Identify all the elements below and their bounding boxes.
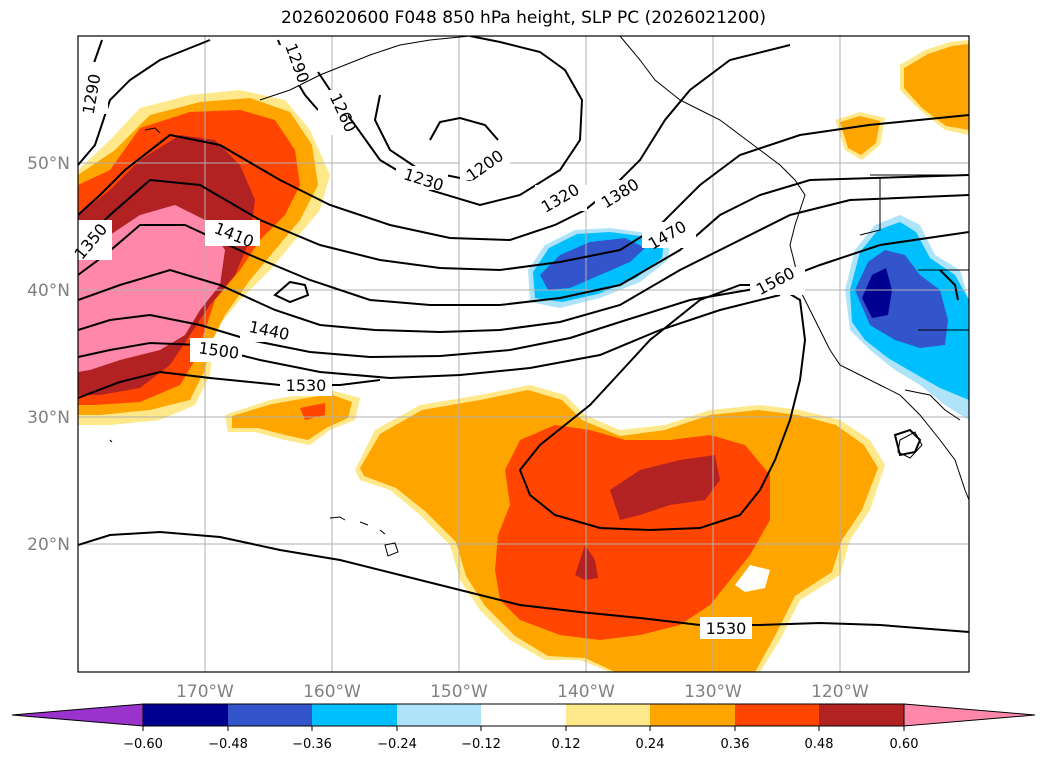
anomaly-ca-neg4 — [862, 268, 892, 318]
map-title: 2026020600 F048 850 hPa height, SLP PC (… — [281, 8, 766, 28]
lon-label: 120°W — [811, 682, 869, 702]
colorbar-segment — [650, 704, 735, 726]
lon-label: 130°W — [684, 682, 742, 702]
colorbar-segment — [397, 704, 481, 726]
lon-label: 170°W — [176, 682, 234, 702]
contour-labels: 1290 1290 1260 1230 1200 1320 1380 1470 … — [70, 41, 805, 639]
contour-label: 1530 — [286, 376, 327, 395]
lat-label: 40°N — [27, 281, 70, 301]
colorbar-tick-label: 0.48 — [805, 737, 834, 752]
longitude-labels: 170°W 160°W 150°W 140°W 130°W 120°W — [176, 682, 869, 702]
anomaly-mid-pos3 — [300, 403, 325, 420]
anomaly-south-hole — [735, 565, 770, 592]
colorbar-segment — [143, 704, 228, 726]
colorbar-segment — [735, 704, 819, 726]
colorbar-tick-label: −0.12 — [461, 737, 501, 752]
colorbar-tick-label: 0.12 — [552, 737, 581, 752]
lon-label: 150°W — [430, 682, 488, 702]
shading-layer — [78, 40, 969, 672]
lat-label: 50°N — [27, 154, 70, 174]
colorbar-tick-label: −0.60 — [123, 737, 163, 752]
colorbar: −0.60 −0.48 −0.36 −0.24 −0.12 0.12 0.24 … — [11, 703, 1036, 752]
latitude-labels: 50°N 40°N 30°N 20°N — [27, 154, 70, 555]
colorbar-tick-label: 0.24 — [636, 737, 665, 752]
colorbar-frame — [142, 703, 905, 727]
anomaly-south-pos4 — [610, 455, 720, 520]
colorbar-segment — [819, 704, 904, 726]
colorbar-tick-label: −0.36 — [292, 737, 332, 752]
colorbar-segment — [566, 704, 650, 726]
contour-label: 1530 — [706, 619, 747, 638]
colorbar-segment — [228, 704, 312, 726]
lat-label: 30°N — [27, 408, 70, 428]
colorbar-tick-label: −0.48 — [208, 737, 248, 752]
lon-label: 140°W — [557, 682, 615, 702]
colorbar-tick-label: 0.36 — [721, 737, 750, 752]
colorbar-segment — [312, 704, 397, 726]
colorbar-extension-left — [11, 703, 144, 727]
colorbar-tick-label: −0.24 — [377, 737, 417, 752]
anomaly-ne-pos2 — [904, 44, 969, 130]
colorbar-tick-label: 0.60 — [890, 737, 919, 752]
colorbar-segment — [481, 704, 566, 726]
colorbar-extension-right — [903, 703, 1036, 727]
plot-frame — [77, 35, 970, 673]
lat-label: 20°N — [27, 535, 70, 555]
colorbar-ticks — [142, 726, 905, 731]
lon-label: 160°W — [303, 682, 361, 702]
